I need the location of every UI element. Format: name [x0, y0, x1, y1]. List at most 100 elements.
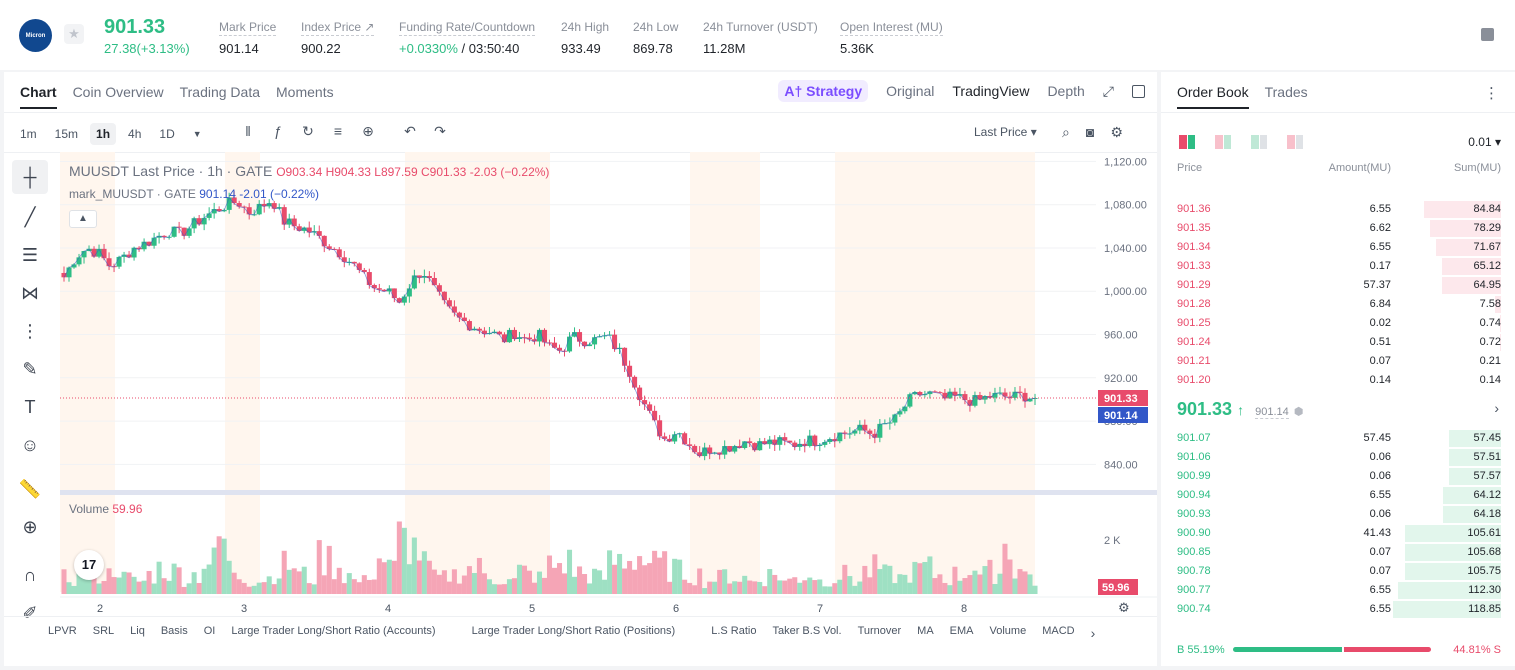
- indicator-oi[interactable]: OI: [203, 625, 216, 637]
- ask-row[interactable]: 901.20 0.14 0.14: [1161, 371, 1515, 390]
- ask-row[interactable]: 901.33 0.17 65.12: [1161, 257, 1515, 276]
- indicator-srl[interactable]: SRL: [92, 625, 115, 637]
- pencil-lock-icon[interactable]: ✐: [22, 602, 38, 623]
- interval-1m[interactable]: 1m: [20, 127, 37, 141]
- ask-row[interactable]: 901.28 6.84 7.58: [1161, 295, 1515, 314]
- volume-bar: [81, 577, 87, 594]
- bid-row[interactable]: 900.85 0.07 105.68: [1161, 543, 1515, 562]
- bid-row[interactable]: 900.74 6.55 118.85: [1161, 600, 1515, 619]
- tab-order-book[interactable]: Order Book: [1177, 84, 1249, 109]
- interval-1d[interactable]: 1D: [159, 127, 175, 141]
- zoom-in-icon[interactable]: ⊕: [22, 516, 38, 537]
- indicator-l-s-ratio[interactable]: L.S Ratio: [711, 625, 757, 637]
- ruler-icon[interactable]: 📏: [18, 478, 42, 499]
- strategy-button[interactable]: A† Strategy: [778, 80, 869, 102]
- ask-row[interactable]: 901.35 6.62 78.29: [1161, 219, 1515, 238]
- indicator-volume[interactable]: Volume: [989, 625, 1027, 637]
- favorite-star-icon[interactable]: ★: [64, 24, 84, 44]
- tab-trades[interactable]: Trades: [1264, 84, 1308, 100]
- tab-trading-data[interactable]: Trading Data: [179, 84, 261, 100]
- chevron-right-icon[interactable]: ›: [1494, 400, 1499, 416]
- bid-row[interactable]: 900.93 0.06 64.18: [1161, 505, 1515, 524]
- interval-15m[interactable]: 15m: [54, 127, 79, 141]
- crosshair-icon[interactable]: ┼: [12, 160, 48, 194]
- stat-mark-price[interactable]: Mark Price 901.14: [219, 20, 277, 56]
- price-chart[interactable]: 1,120.00 1,080.00 1,040.00 1,000.00 960.00 92…: [60, 152, 1157, 612]
- trendline-icon[interactable]: ╱: [24, 206, 36, 227]
- both-sides-icon[interactable]: [1179, 135, 1195, 149]
- bid-row[interactable]: 900.99 0.06 57.57: [1161, 467, 1515, 486]
- indicator-ma[interactable]: MA: [917, 625, 934, 637]
- price-source-select[interactable]: Last Price ▾: [974, 125, 1037, 139]
- indicator-liq[interactable]: Liq: [130, 625, 145, 637]
- indicator-macd[interactable]: MACD: [1042, 625, 1075, 637]
- gear-icon[interactable]: ⚙: [1110, 124, 1123, 140]
- stat-funding-rate[interactable]: Funding Rate/Countdown +0.0330% / 03:50:…: [399, 20, 536, 56]
- expand-icon[interactable]: ⤢: [1102, 82, 1114, 99]
- indicator-large-trader-long-short-ratio-accounts-[interactable]: Large Trader Long/Short Ratio (Accounts): [231, 625, 436, 637]
- order-sum: 0.72: [1479, 336, 1501, 348]
- indicator-turnover[interactable]: Turnover: [857, 625, 902, 637]
- volume-bar: [577, 566, 583, 594]
- emoji-icon[interactable]: ☺: [20, 434, 40, 455]
- search-icon[interactable]: ⌕: [1062, 124, 1070, 140]
- chevron-right-icon[interactable]: ›: [1090, 625, 1096, 641]
- bids-asks-icon[interactable]: [1215, 135, 1231, 149]
- asks-only-icon[interactable]: [1287, 135, 1303, 149]
- fib-icon[interactable]: ⋮: [21, 320, 39, 341]
- add-indicator-icon[interactable]: ⊕: [362, 123, 374, 139]
- bids-only-icon[interactable]: [1251, 135, 1267, 149]
- bid-row[interactable]: 900.90 41.43 105.61: [1161, 524, 1515, 543]
- ask-row[interactable]: 901.36 6.55 84.84: [1161, 200, 1515, 219]
- collapse-legend-button[interactable]: ▲: [69, 210, 97, 228]
- pattern-icon[interactable]: ⋈: [21, 282, 39, 303]
- magnet-icon[interactable]: ∩: [23, 564, 37, 585]
- tab-moments[interactable]: Moments: [276, 84, 334, 100]
- view-tradingview[interactable]: TradingView: [952, 83, 1030, 99]
- candle-type-icon[interactable]: ǁ: [245, 123, 251, 139]
- tab-chart[interactable]: Chart: [20, 84, 57, 109]
- window-icon[interactable]: [1132, 84, 1145, 98]
- camera-icon[interactable]: ◙: [1085, 124, 1095, 140]
- volume-bar: [226, 560, 232, 594]
- tab-coin-overview[interactable]: Coin Overview: [72, 84, 164, 100]
- more-options-icon[interactable]: ⋮: [1484, 85, 1499, 102]
- horizontal-lines-icon[interactable]: ☰: [21, 244, 39, 265]
- stat-open-interest[interactable]: Open Interest (MU) 5.36K: [840, 20, 943, 56]
- bid-row[interactable]: 900.78 0.07 105.75: [1161, 562, 1515, 581]
- bid-row[interactable]: 901.07 57.45 57.45: [1161, 429, 1515, 448]
- chevron-down-icon[interactable]: ▼: [192, 129, 202, 139]
- ask-row[interactable]: 901.34 6.55 71.67: [1161, 238, 1515, 257]
- tradingview-logo[interactable]: 17: [74, 550, 104, 580]
- precision-select[interactable]: 0.01 ▾: [1468, 135, 1501, 149]
- ask-row[interactable]: 901.21 0.07 0.21: [1161, 352, 1515, 371]
- candle-body: [937, 392, 943, 394]
- interval-4h[interactable]: 4h: [128, 127, 142, 141]
- y-tick-label: 920.00: [1104, 373, 1138, 385]
- ask-row[interactable]: 901.24 0.51 0.72: [1161, 333, 1515, 352]
- redo-icon[interactable]: ↷: [434, 123, 446, 139]
- indicators-icon[interactable]: ƒ: [274, 123, 282, 139]
- ask-row[interactable]: 901.29 57.37 64.95: [1161, 276, 1515, 295]
- bid-row[interactable]: 900.94 6.55 64.12: [1161, 486, 1515, 505]
- bid-row[interactable]: 900.77 6.55 112.30: [1161, 581, 1515, 600]
- interval-1h[interactable]: 1h: [90, 123, 117, 145]
- stat-index-price[interactable]: Index Price ↗ 900.22: [301, 20, 375, 56]
- ask-row[interactable]: 901.25 0.02 0.74: [1161, 314, 1515, 333]
- book-icon[interactable]: [1481, 28, 1494, 41]
- candle-body: [126, 254, 132, 258]
- indicator-taker-b-s-vol-[interactable]: Taker B.S Vol.: [772, 625, 842, 637]
- view-depth[interactable]: Depth: [1047, 83, 1085, 99]
- refresh-icon[interactable]: ↻: [302, 123, 314, 139]
- indicator-large-trader-long-short-ratio-positions-[interactable]: Large Trader Long/Short Ratio (Positions…: [471, 625, 676, 637]
- mid-price[interactable]: 901.33 ↑ 901.14 ⬢: [1177, 399, 1304, 419]
- list-icon[interactable]: ≡: [333, 123, 343, 139]
- view-original[interactable]: Original: [886, 83, 935, 99]
- brush-icon[interactable]: ✎: [22, 358, 38, 379]
- bid-row[interactable]: 901.06 0.06 57.51: [1161, 448, 1515, 467]
- indicator-basis[interactable]: Basis: [160, 625, 188, 637]
- text-icon[interactable]: T: [24, 396, 36, 417]
- undo-icon[interactable]: ↶: [404, 123, 416, 139]
- indicator-ema[interactable]: EMA: [949, 625, 974, 637]
- indicator-lpvr[interactable]: LPVR: [48, 625, 77, 637]
